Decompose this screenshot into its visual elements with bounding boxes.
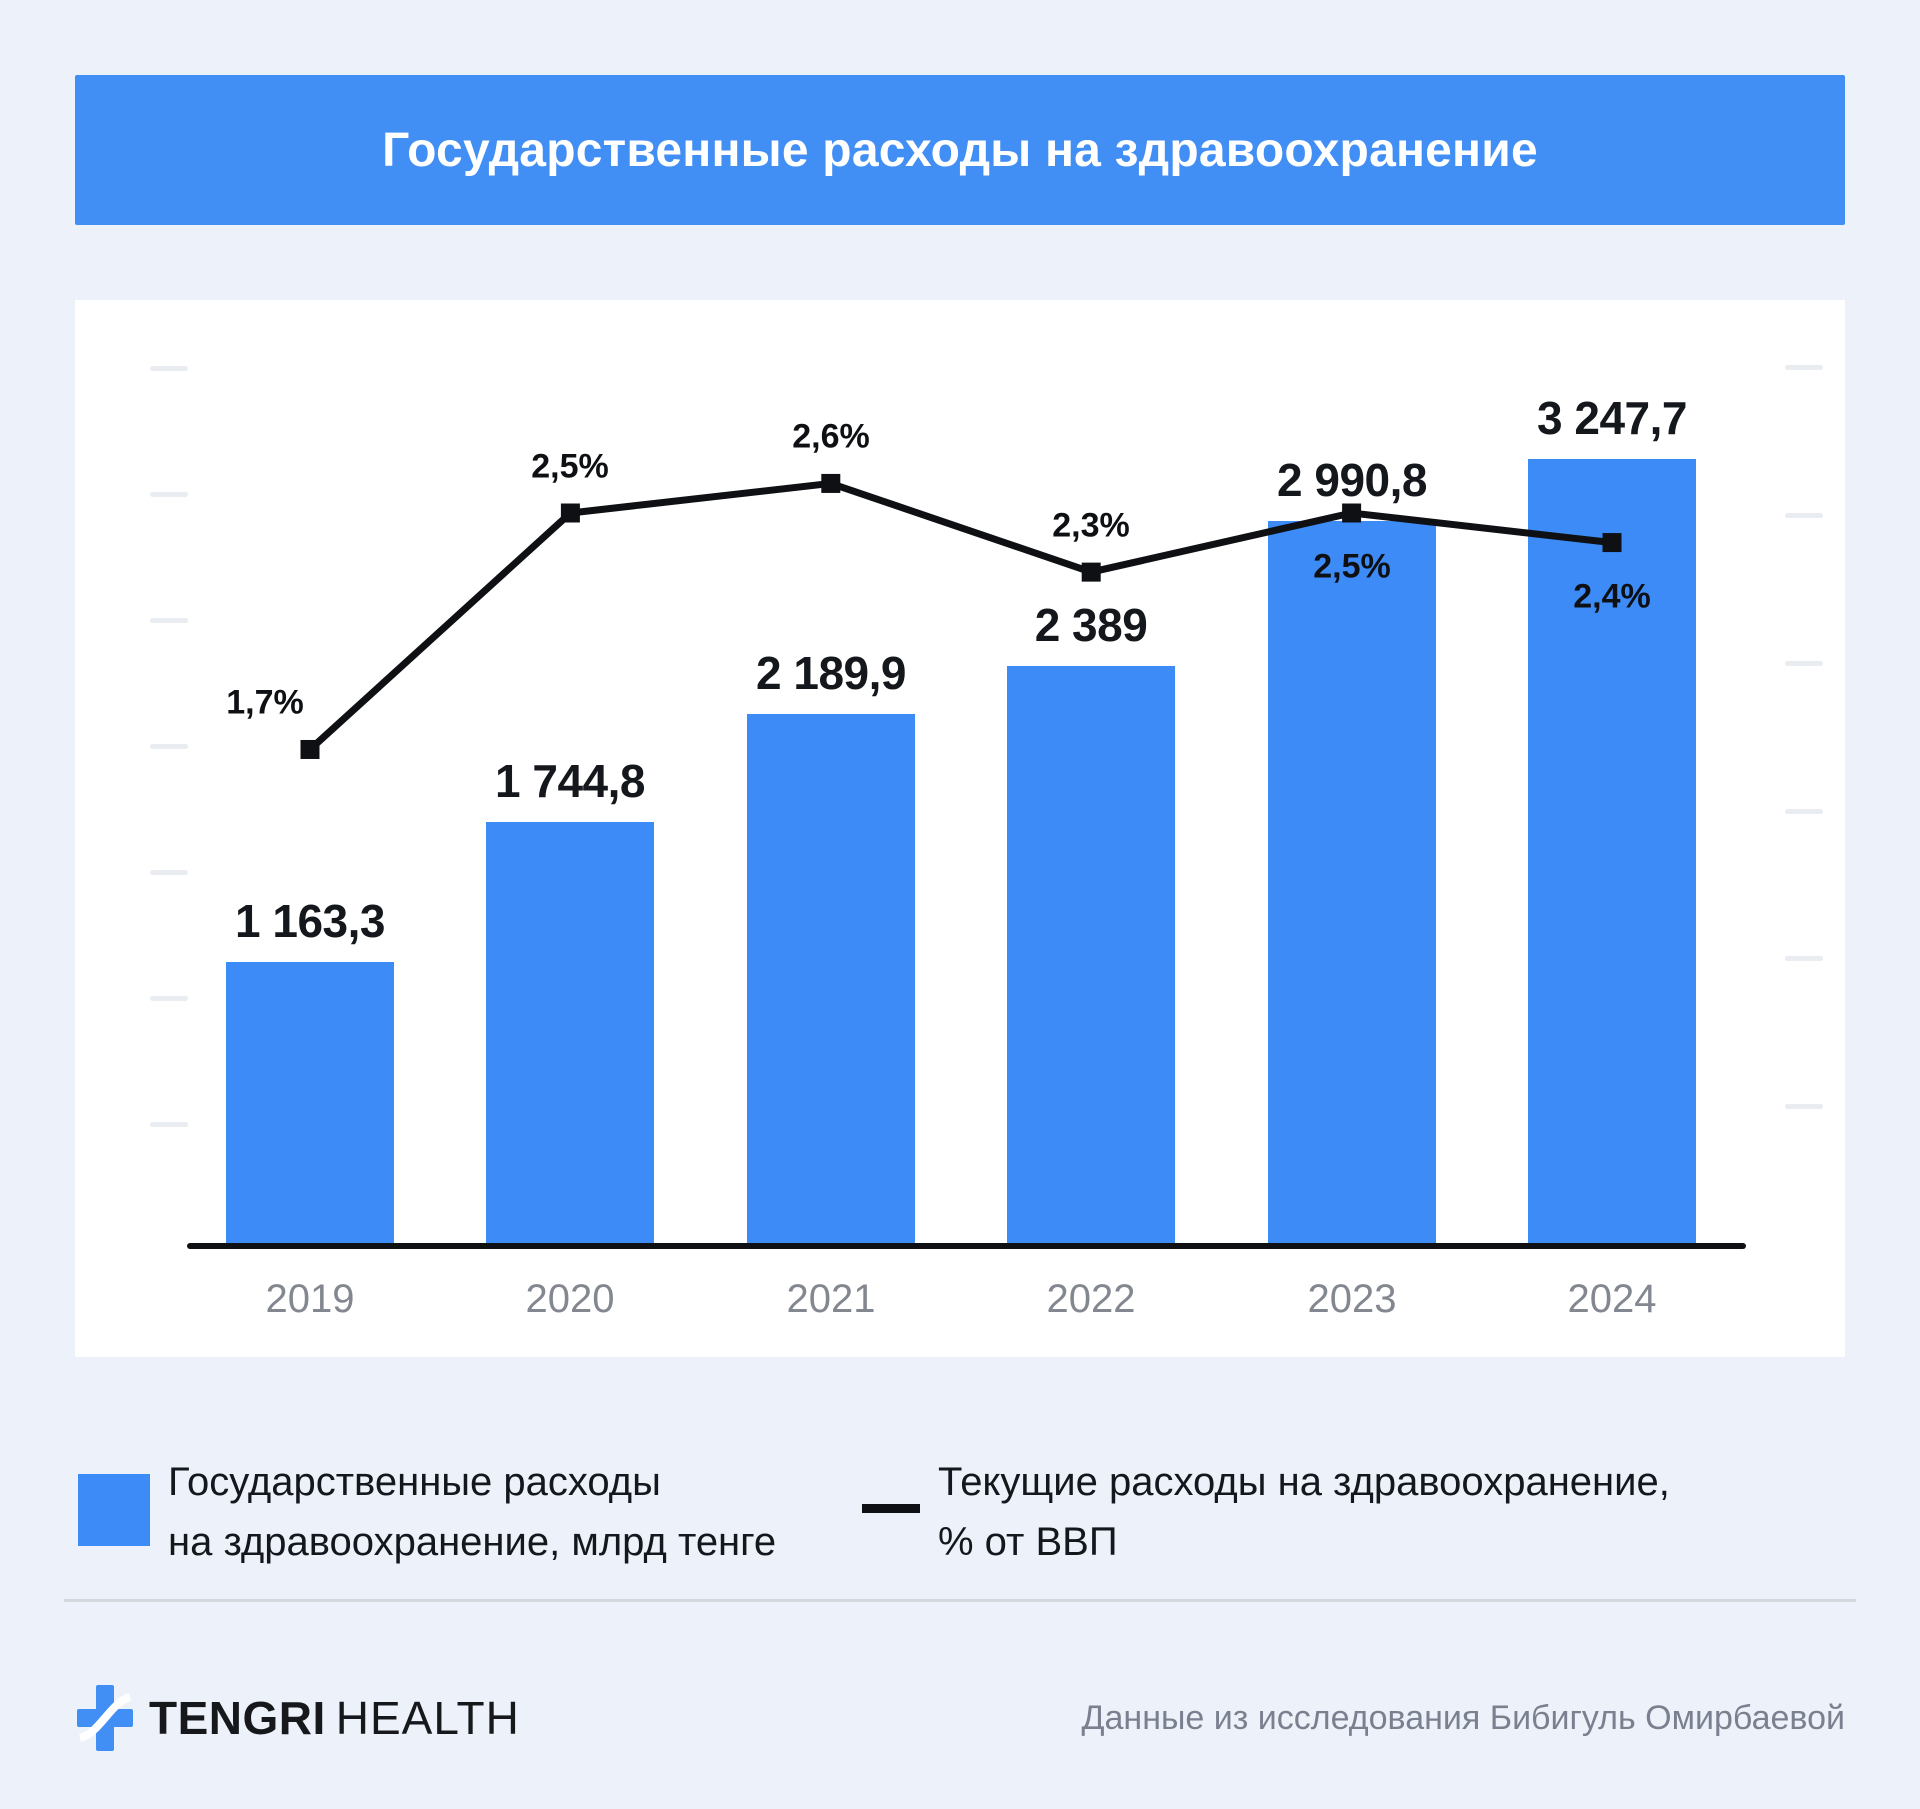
- bar-2023: [1268, 521, 1436, 1243]
- x-axis-label-2022: 2022: [1046, 1277, 1136, 1321]
- right-axis-tick: [1785, 365, 1823, 370]
- line-value-label: 1,7%: [226, 683, 304, 722]
- source-attribution: Данные из исследования Бибигуль Омирбаев…: [1081, 1698, 1845, 1737]
- bar-value-label: 2 189,9: [756, 647, 906, 699]
- chart-plot-area: 1 163,3 2019 1 744,8 2020 2 189,9 2021 2 389 20…: [75, 300, 1845, 1357]
- bar-value-label: 1 163,3: [235, 895, 385, 947]
- x-axis-label-2024: 2024: [1567, 1277, 1657, 1321]
- chart-legend: Государственные расходы на здравоохранени…: [75, 1452, 1845, 1582]
- right-axis-tick: [1785, 661, 1823, 666]
- line-value-label: 2,6%: [792, 417, 870, 456]
- title-banner: Государственные расходы на здравоохранен…: [75, 75, 1845, 225]
- bar-value-label: 2 389: [1034, 599, 1148, 651]
- line-value-label: 2,4%: [1573, 577, 1651, 616]
- line-path: [307, 479, 1613, 753]
- line-series-label-line1: Текущие расходы на здравоохранение,: [938, 1460, 1670, 1504]
- bar-value-label: 3 247,7: [1537, 392, 1687, 444]
- left-axis-tick: [150, 618, 188, 623]
- bar-series-label: Государственные расходы на здравоохранени…: [168, 1452, 776, 1572]
- bar-2019: [226, 962, 394, 1243]
- bar-2024: [1528, 459, 1696, 1243]
- tengri-health-cross-icon: [77, 1685, 133, 1751]
- bar-series-label-line1: Государственные расходы: [168, 1460, 661, 1504]
- line-series-swatch: [862, 1504, 920, 1513]
- chart-card: 1 163,3 2019 1 744,8 2020 2 189,9 2021 2 389 20…: [75, 300, 1845, 1357]
- line-series-label-line2: % от ВВП: [938, 1520, 1118, 1564]
- footer-divider: [64, 1599, 1856, 1602]
- brand-name-light: HEALTH: [335, 1692, 520, 1744]
- line-marker-2020: [560, 503, 580, 523]
- bar-value-label: 1 744,8: [495, 755, 645, 807]
- bar-series-label-line2: на здравоохранение, млрд тенге: [168, 1520, 777, 1564]
- left-axis-tick: [150, 870, 188, 875]
- x-axis-label-2020: 2020: [525, 1277, 615, 1321]
- brand-name-bold: TENGRI: [149, 1692, 326, 1744]
- legend-item-bars: Государственные расходы на здравоохранени…: [78, 1452, 776, 1572]
- left-axis-tick: [150, 996, 188, 1001]
- x-axis-label-2021: 2021: [786, 1277, 876, 1321]
- bar-2022: [1007, 666, 1175, 1243]
- left-axis-tick: [150, 492, 188, 497]
- right-axis-tick: [1785, 513, 1823, 518]
- brand-name: TENGRI HEALTH: [149, 1691, 520, 1745]
- gdp-percent-line: [300, 473, 1622, 759]
- brand-logo: TENGRI HEALTH: [75, 1683, 520, 1753]
- line-marker-2019: [300, 739, 320, 759]
- x-axis-line: [187, 1243, 1746, 1249]
- line-value-label: 2,5%: [1313, 547, 1391, 586]
- bar-2020: [486, 822, 654, 1243]
- bar-series-swatch: [78, 1474, 150, 1546]
- left-axis-tick: [150, 366, 188, 371]
- line-value-label: 2,3%: [1052, 506, 1130, 545]
- x-axis-label-2019: 2019: [265, 1277, 355, 1321]
- left-axis-tick: [150, 1122, 188, 1127]
- line-marker-2023: [1342, 503, 1362, 523]
- right-axis-tick: [1785, 1104, 1823, 1109]
- line-value-label: 2,5%: [531, 447, 609, 486]
- bar-2021: [747, 714, 915, 1243]
- bar-value-label: 2 990,8: [1277, 454, 1427, 506]
- line-series-label: Текущие расходы на здравоохранение, % от …: [938, 1452, 1670, 1572]
- line-marker-2022: [1081, 562, 1101, 582]
- right-axis-tick: [1785, 956, 1823, 961]
- legend-item-line: Текущие расходы на здравоохранение, % от …: [862, 1452, 1670, 1572]
- left-axis-tick: [150, 744, 188, 749]
- chart-title: Государственные расходы на здравоохранен…: [382, 123, 1538, 177]
- footer: TENGRI HEALTH Данные из исследования Биби…: [75, 1668, 1845, 1768]
- x-axis-label-2023: 2023: [1307, 1277, 1397, 1321]
- line-marker-2024: [1602, 533, 1622, 553]
- right-axis-tick: [1785, 809, 1823, 814]
- line-marker-2021: [821, 473, 841, 493]
